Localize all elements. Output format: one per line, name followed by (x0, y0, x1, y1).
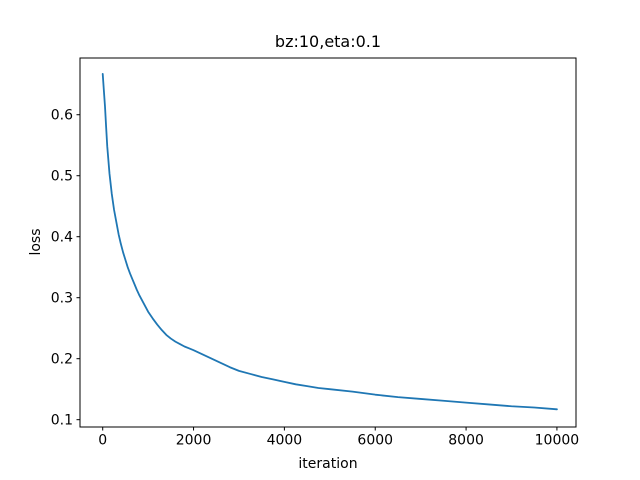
x-tick-label: 4000 (267, 433, 303, 449)
x-tick-label: 10000 (535, 433, 580, 449)
x-tick-label: 0 (98, 433, 107, 449)
x-axis-label: iteration (298, 456, 358, 472)
y-tick-label: 0.6 (51, 108, 73, 124)
chart-title: bz:10,eta:0.1 (274, 32, 382, 51)
y-tick-label: 0.2 (51, 352, 73, 368)
y-tick-label: 0.4 (51, 230, 73, 246)
x-tick-label: 8000 (448, 433, 484, 449)
loss-curve (101, 72, 558, 411)
axes-spines (79, 57, 577, 428)
y-tick-label: 0.3 (51, 291, 73, 307)
y-tick-label: 0.5 (51, 169, 73, 185)
x-tick-label: 6000 (357, 433, 393, 449)
y-axis-label: loss (28, 228, 44, 256)
x-tick-label: 2000 (176, 433, 212, 449)
y-tick-label: 0.1 (51, 413, 73, 429)
